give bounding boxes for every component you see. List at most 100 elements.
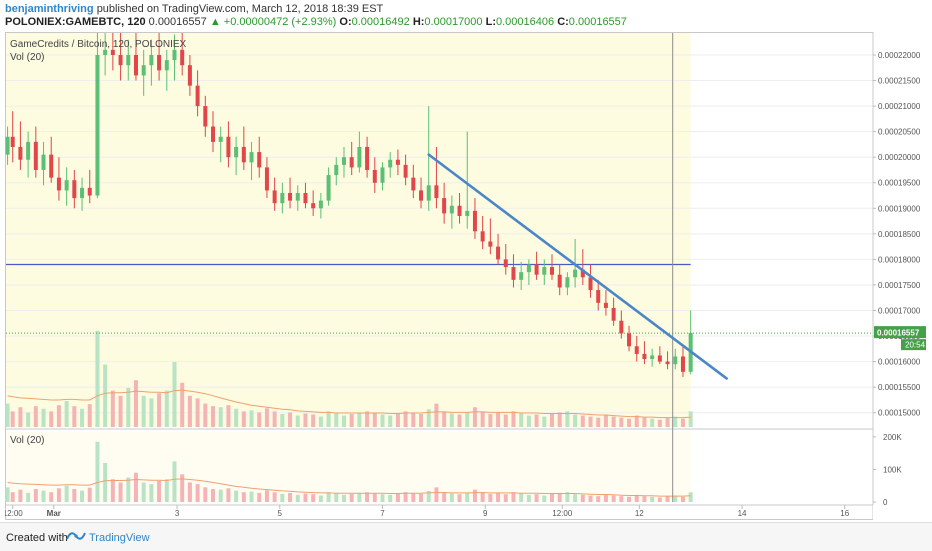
countdown-tag: [901, 339, 926, 351]
volume-pane-label: Vol (20): [10, 435, 44, 446]
candle-body: [549, 267, 554, 275]
trend-line[interactable]: [427, 153, 728, 380]
time-tick-label: 7: [380, 509, 385, 518]
volume-bar: [195, 484, 200, 502]
last-price: 0.00016557: [148, 16, 207, 28]
countdown-label: 20:54: [905, 341, 926, 350]
volume-bar: [103, 462, 108, 502]
candle-body: [472, 210, 477, 232]
volume-bar: [118, 482, 123, 502]
time-tick-label: 9: [483, 509, 488, 518]
volume-bar: [580, 494, 585, 502]
candle-body: [18, 146, 23, 160]
volume-bar: [657, 497, 662, 502]
chart-frame[interactable]: 0.000150000.000155000.000160000.00016500…: [5, 32, 927, 520]
candle-body: [5, 136, 10, 155]
main-volume-bar: [341, 415, 346, 427]
volume-bar: [642, 496, 647, 502]
close-label: C:: [557, 16, 569, 28]
candle-body: [496, 246, 501, 260]
main-volume-bar: [688, 411, 693, 427]
high-label: H:: [412, 16, 425, 28]
main-volume-bar: [465, 412, 470, 427]
tradingview-link[interactable]: TradingView: [89, 532, 150, 544]
main-volume-bar: [565, 411, 570, 427]
volume-bar: [241, 492, 246, 502]
price-chart[interactable]: 0.000150000.000155000.000160000.00016500…: [5, 32, 927, 520]
volume-bar: [349, 493, 354, 502]
candle-body: [349, 157, 354, 168]
candle-body: [526, 264, 531, 273]
main-volume-bar: [657, 419, 662, 427]
volume-bar: [318, 495, 323, 502]
main-volume-bar: [442, 411, 447, 427]
candle-body: [488, 241, 493, 247]
candle-body: [596, 290, 601, 303]
chart-title: GameCredits / Bitcoin, 120, POLONIEX: [10, 39, 187, 50]
price-tick-label: 0.00019000: [878, 204, 921, 213]
candle-body: [334, 164, 339, 176]
volume-bar: [465, 492, 470, 502]
candle-body: [480, 231, 485, 242]
candle-body: [395, 159, 400, 165]
author-link[interactable]: benjaminthriving: [5, 3, 94, 15]
tradingview-logo-icon[interactable]: [66, 529, 86, 543]
main-volume-bar: [411, 412, 416, 427]
candle-body: [126, 54, 131, 66]
main-volume-bar: [680, 418, 685, 427]
volume-bar: [95, 441, 100, 502]
time-tick-label: Mar: [47, 509, 61, 518]
volume-tick-label: 200K: [883, 433, 902, 442]
main-volume-bar: [172, 362, 177, 427]
price-tick-label: 0.00017000: [878, 306, 921, 315]
main-volume-bar: [164, 390, 169, 427]
volume-bar: [172, 461, 177, 502]
main-volume-bar: [257, 412, 262, 427]
main-volume-bar: [349, 414, 354, 427]
main-volume-bar: [403, 411, 408, 427]
candle-body: [580, 269, 585, 278]
price-tick-label: 0.00020500: [878, 128, 921, 137]
candle-body: [172, 49, 177, 61]
candle-body: [357, 146, 362, 168]
main-volume-bar: [249, 410, 254, 427]
volume-bar: [357, 492, 362, 502]
main-volume-label: Vol (20): [10, 52, 44, 63]
candle-body: [434, 185, 439, 199]
volume-bar: [627, 496, 632, 502]
main-volume-bar: [110, 390, 115, 427]
main-volume-bar: [549, 413, 554, 427]
candle-body: [650, 355, 655, 360]
main-volume-bar: [480, 411, 485, 427]
main-volume-bar: [611, 416, 616, 427]
time-tick-label: 3: [175, 509, 180, 518]
candle-body: [388, 159, 393, 168]
candle-body: [611, 307, 616, 321]
main-volume-bar: [334, 413, 339, 427]
main-volume-bar: [211, 406, 216, 427]
main-volume-bar: [557, 412, 562, 427]
volume-tick-label: 0: [883, 498, 888, 507]
change-value: +0.00000472 (+2.93%): [223, 16, 337, 28]
candle-body: [465, 210, 470, 216]
price-tick-label: 0.00015000: [878, 409, 921, 418]
candle-body: [657, 355, 662, 362]
main-volume-bar: [133, 380, 138, 427]
volume-bar: [49, 492, 54, 502]
main-volume-bar: [10, 411, 15, 427]
candle-body: [326, 175, 331, 201]
main-volume-bar: [149, 398, 154, 427]
volume-pane-ma-line: [7, 478, 691, 497]
main-volume-bar: [288, 412, 293, 427]
volume-bar: [549, 493, 554, 502]
candle-body: [226, 136, 231, 158]
candle-body: [372, 169, 377, 183]
footer-bar: Created with TradingView: [0, 522, 932, 551]
main-volume-bar: [642, 417, 647, 427]
candle-body: [603, 302, 608, 308]
candle-body: [80, 187, 85, 199]
volume-bar: [249, 491, 254, 502]
price-tick-label: 0.00016000: [878, 358, 921, 367]
volume-bar: [496, 492, 501, 502]
last-price-tag: [874, 326, 926, 339]
